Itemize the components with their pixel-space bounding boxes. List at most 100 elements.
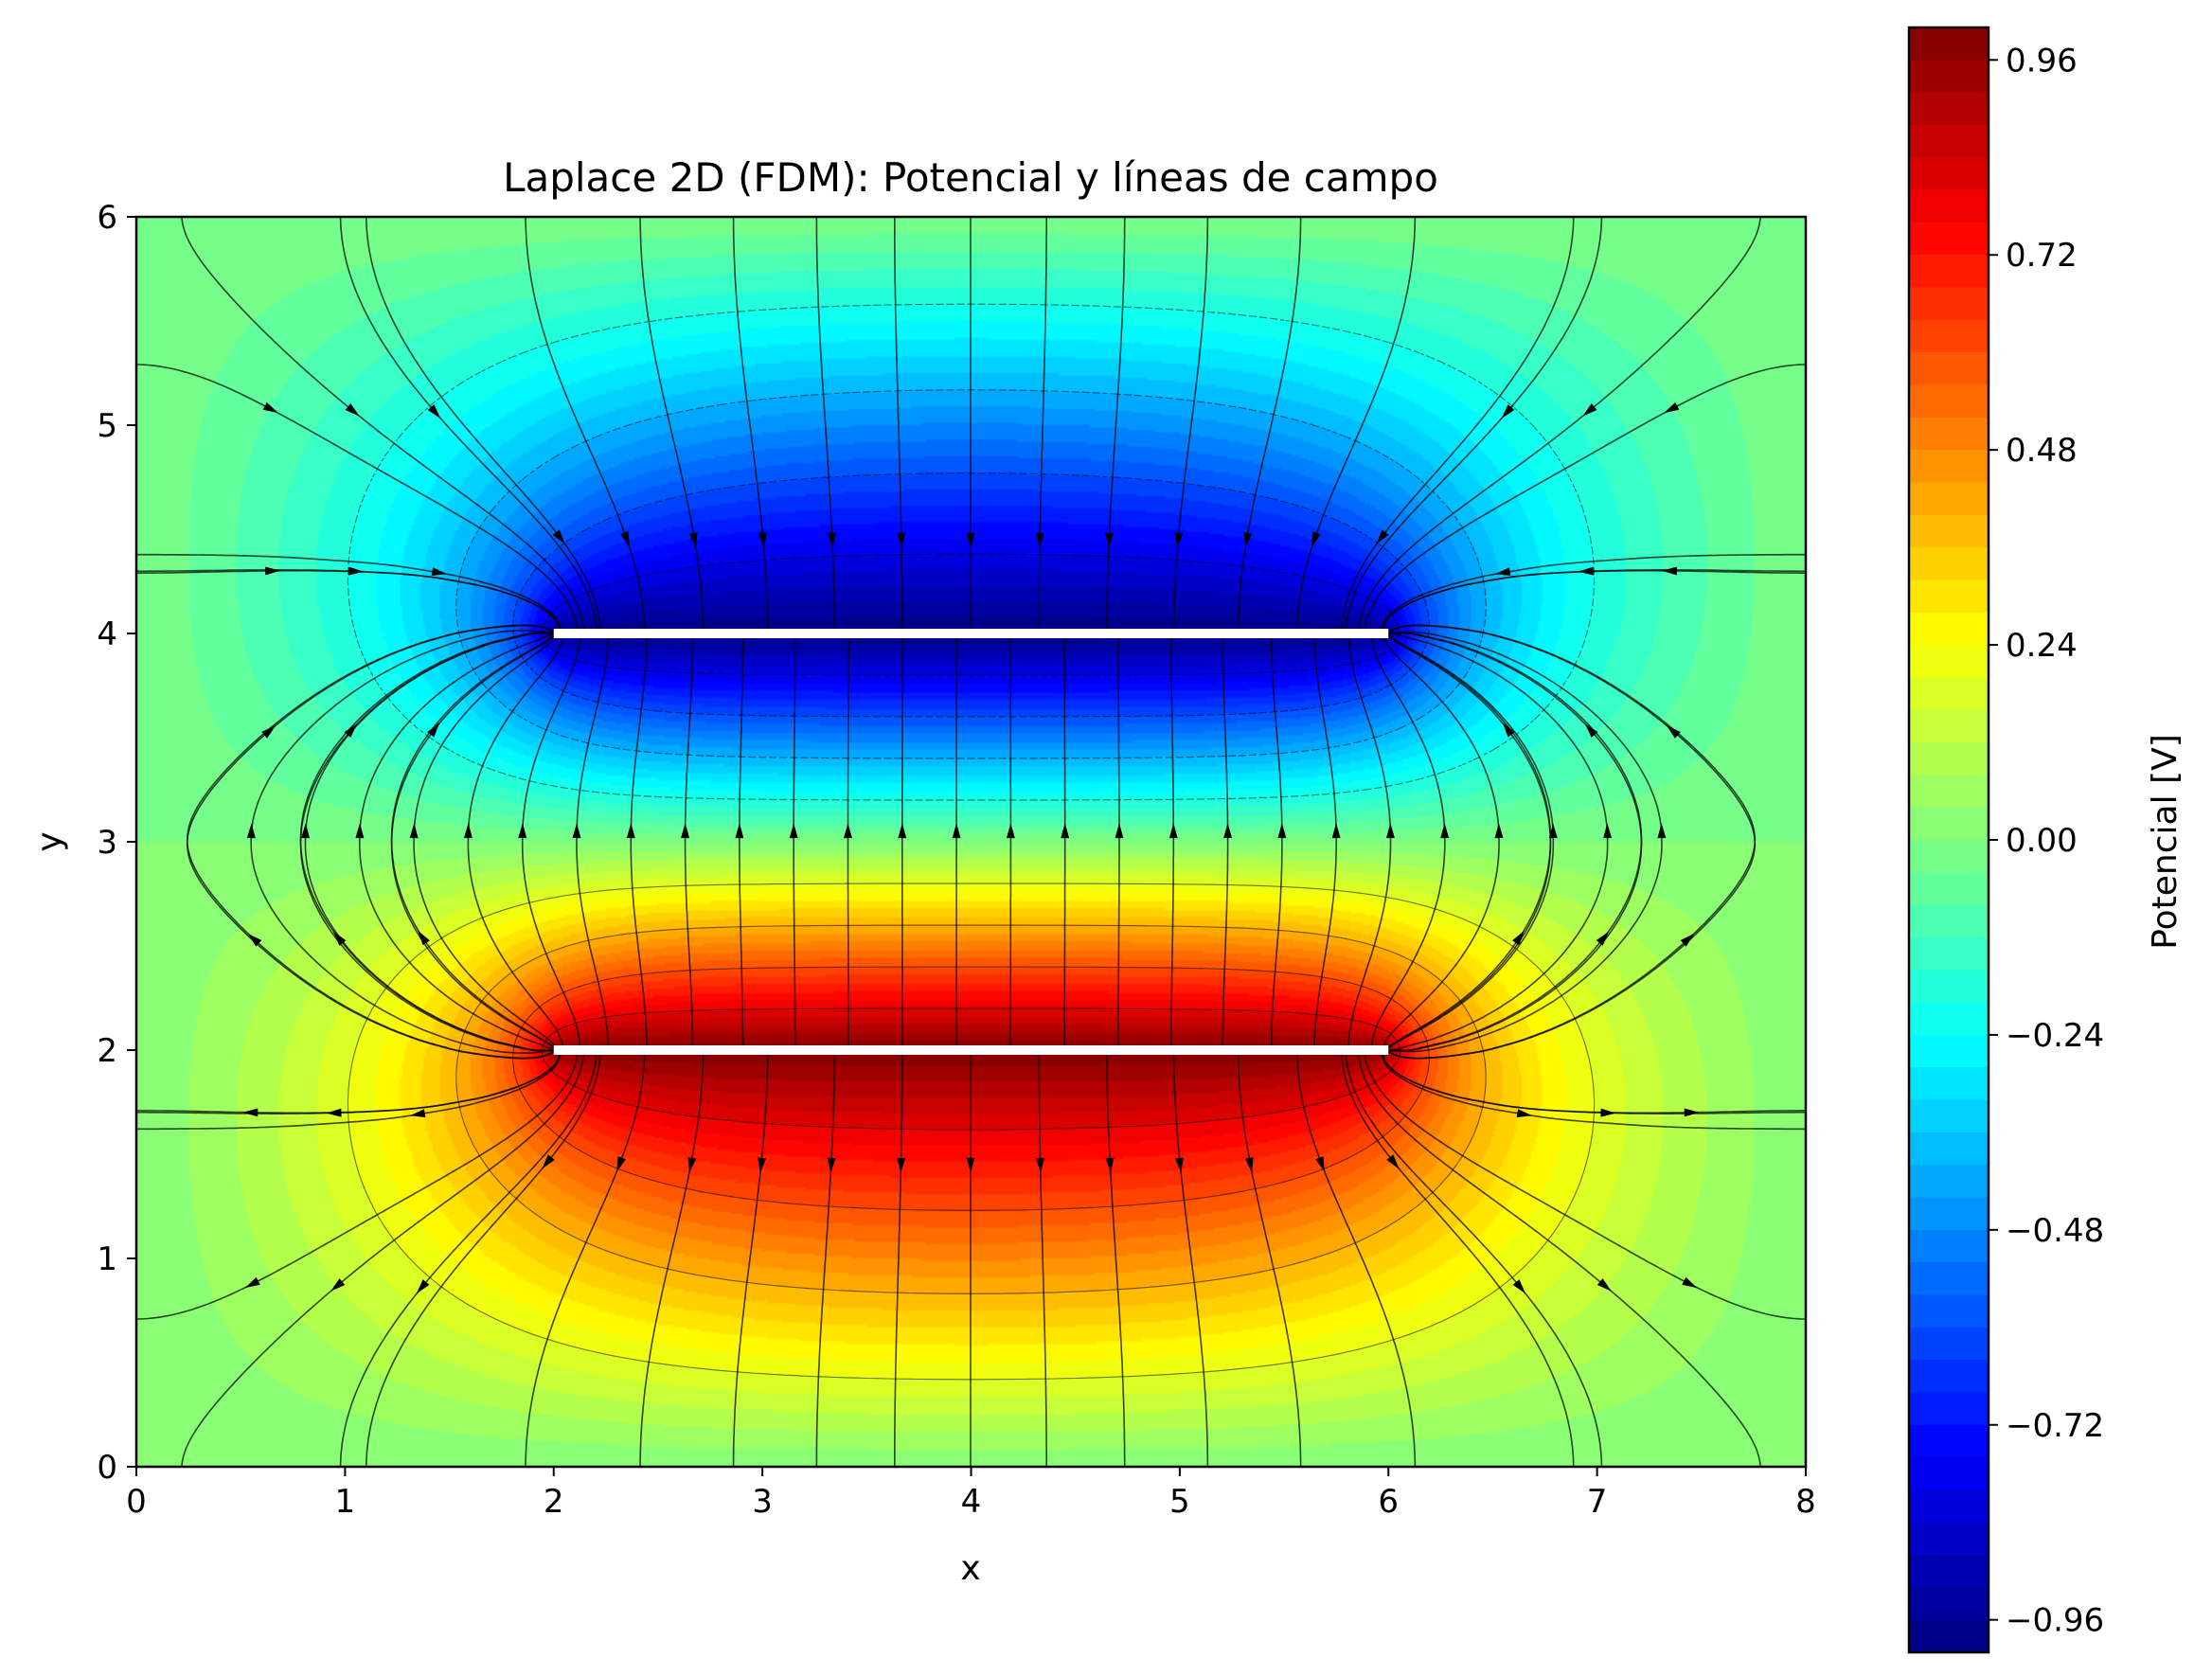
x-tick-label: 4 xyxy=(961,1483,982,1521)
field-line xyxy=(339,1051,598,1467)
field-line xyxy=(1380,1049,1806,1131)
y-tick-label: 5 xyxy=(97,407,117,445)
field-arrow-head xyxy=(1315,1156,1325,1172)
y-tick-label: 2 xyxy=(97,1032,117,1070)
field-arrow-head xyxy=(409,823,419,839)
field-line xyxy=(1381,1050,1806,1114)
y-tick-label: 1 xyxy=(97,1240,117,1278)
field-arrow-head xyxy=(431,567,448,577)
field-line xyxy=(1295,1052,1417,1467)
x-tick-label: 3 xyxy=(752,1483,773,1521)
field-line xyxy=(136,553,562,634)
colorbar-tick-label: 0.48 xyxy=(2006,432,2078,470)
field-arrow-head xyxy=(789,823,798,839)
field-arrow-head xyxy=(827,1157,836,1173)
field-line xyxy=(1237,217,1302,629)
field-arrow-head xyxy=(427,404,441,419)
x-tick-label: 5 xyxy=(1169,1483,1190,1521)
field-arrow-head xyxy=(1661,566,1677,576)
field-line xyxy=(732,217,769,630)
field-line xyxy=(1313,634,1337,1049)
field-arrow-head xyxy=(1501,404,1515,419)
field-line xyxy=(413,633,557,1050)
field-arrow-head xyxy=(418,930,430,946)
field-arrow-head xyxy=(828,532,836,548)
field-line xyxy=(1385,624,1757,1060)
field-line xyxy=(1270,633,1283,1050)
field-line xyxy=(1106,1054,1126,1467)
field-arrow-head xyxy=(330,1278,346,1292)
colorbar-tick-label: 0.24 xyxy=(2006,627,2078,665)
field-arrow-head xyxy=(552,529,565,544)
field-line xyxy=(815,217,836,630)
field-line xyxy=(894,217,903,630)
field-arrow-head xyxy=(518,823,527,839)
field-arrow-head xyxy=(897,1157,906,1173)
x-axis: 0 1 2 3 4 5 6 7 8 xyxy=(126,1467,1816,1521)
equipotential-contour xyxy=(540,1007,1402,1131)
field-line xyxy=(299,632,557,1052)
field-line xyxy=(525,1052,646,1467)
field-arrow-head xyxy=(1105,1157,1115,1173)
field-arrow-head xyxy=(345,403,360,417)
field-line xyxy=(136,1049,562,1131)
field-arrow-head xyxy=(1494,823,1504,839)
field-line xyxy=(1345,1051,1603,1467)
field-arrow-head xyxy=(1036,1157,1044,1173)
colorbar-label: Potencial [V] xyxy=(2146,734,2185,950)
field-line xyxy=(1117,633,1120,1050)
field-line xyxy=(1364,1049,1806,1320)
field-arrow-head xyxy=(1175,1157,1185,1173)
field-line xyxy=(1172,1054,1209,1467)
field-arrow-head xyxy=(542,1154,555,1169)
field-arrow-head xyxy=(1512,1279,1526,1294)
y-axis: 0 1 2 3 4 5 6 xyxy=(97,199,136,1487)
field-arrow-head xyxy=(1666,724,1681,739)
field-arrow-head xyxy=(966,532,975,548)
field-line xyxy=(1345,217,1603,633)
x-tick-label: 6 xyxy=(1378,1483,1399,1521)
field-arrow-head xyxy=(1061,823,1070,839)
field-arrow-head xyxy=(572,823,581,839)
field-arrow-head xyxy=(626,823,635,839)
field-arrow-head xyxy=(758,532,767,548)
field-line xyxy=(894,1054,903,1467)
field-arrow-head xyxy=(301,823,311,839)
field-arrow-head xyxy=(244,1276,260,1289)
field-line xyxy=(639,217,705,629)
colorbar-tick-label: 0.00 xyxy=(2006,822,2078,860)
colorbar-tick-label: 0.72 xyxy=(2006,237,2078,275)
field-line xyxy=(339,217,598,633)
field-line xyxy=(1038,1054,1047,1467)
y-tick-label: 4 xyxy=(97,615,117,653)
field-arrow-head xyxy=(1584,722,1598,738)
field-arrow-head xyxy=(1680,933,1695,947)
field-line xyxy=(365,217,601,634)
field-arrow-head xyxy=(242,1108,259,1117)
field-arrow-head xyxy=(1502,722,1515,738)
field-arrow-head xyxy=(735,823,744,839)
field-line xyxy=(181,217,585,633)
field-arrow-head xyxy=(1385,823,1395,839)
x-tick-label: 1 xyxy=(335,1483,356,1521)
field-arrow-head xyxy=(1115,823,1124,839)
field-arrow-head xyxy=(348,566,365,576)
field-arrow-head xyxy=(966,1157,975,1173)
field-arrow-head xyxy=(262,401,278,414)
field-arrow-head xyxy=(1311,531,1321,547)
x-tick-label: 2 xyxy=(544,1483,564,1521)
x-tick-label: 7 xyxy=(1587,1483,1608,1521)
field-line xyxy=(1340,217,1575,634)
field-line xyxy=(1385,632,1609,1052)
field-arrow-head xyxy=(1684,1108,1700,1117)
field-line xyxy=(525,217,646,632)
colorbar-bar xyxy=(1907,26,1990,1654)
colorbar-tick-label: −0.48 xyxy=(2006,1212,2104,1250)
field-line xyxy=(1370,632,1446,1052)
field-line xyxy=(1222,633,1229,1050)
field-lines xyxy=(136,217,1806,1467)
field-arrow-head xyxy=(758,1157,766,1173)
field-line xyxy=(1380,553,1806,634)
field-arrow-head xyxy=(1596,931,1610,946)
field-arrow-head xyxy=(1494,567,1511,577)
